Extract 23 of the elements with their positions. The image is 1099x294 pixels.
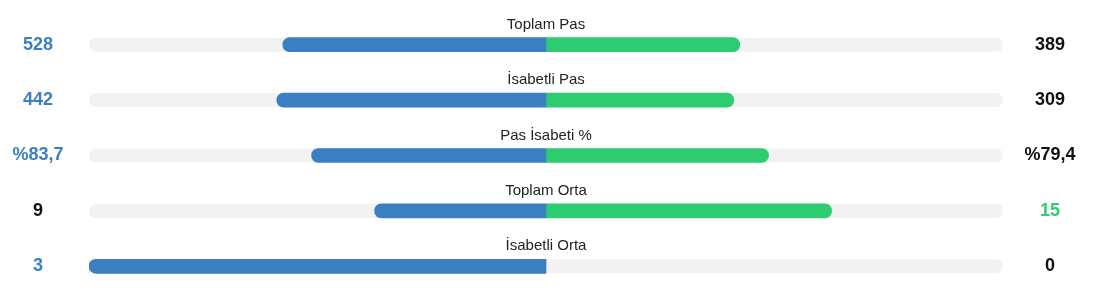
bar	[282, 37, 547, 53]
text: 309	[1034, 89, 1066, 110]
text: %83,7	[12, 144, 64, 165]
bar	[545, 92, 735, 108]
text: 15	[1039, 199, 1061, 220]
y-tick-label: Pas İsabeti %	[500, 125, 592, 143]
bar	[545, 37, 741, 53]
bar	[545, 203, 832, 219]
text: 389	[1034, 33, 1066, 54]
y-tick-label: İsabetli Orta	[505, 236, 588, 254]
y-tick-label: Toplam Pas	[506, 14, 586, 32]
bar	[545, 148, 769, 163]
bar	[311, 148, 547, 163]
bar	[276, 92, 547, 108]
bar	[374, 203, 547, 219]
text: 3	[32, 255, 44, 276]
text: 442	[22, 89, 54, 110]
y-tick-label: Toplam Orta	[505, 181, 588, 199]
text: 0	[1044, 255, 1056, 276]
text: %79,4	[1024, 144, 1076, 165]
text: 528	[22, 33, 54, 54]
y-tick-label: İsabetli Pas	[507, 70, 585, 88]
text: 9	[32, 199, 44, 220]
